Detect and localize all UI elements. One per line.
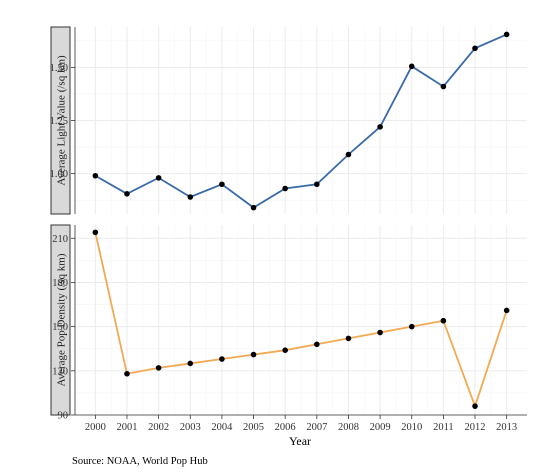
points-light-value (92, 31, 510, 211)
x-axis: 2000 2001 2002 2003 2004 2005 2006 2007 2008 2009… (75, 414, 527, 433)
panel-pop-density: Average Pop Density (/sq km) 90 120 150 180… (50, 224, 527, 422)
series-line-pop-density (94, 232, 508, 409)
x-tick-label: 2009 (370, 422, 391, 433)
data-point (314, 181, 320, 188)
x-tick-label: 2001 (116, 422, 137, 433)
data-point (377, 124, 383, 130)
y-tick-label: 210 (52, 234, 68, 245)
data-point (250, 204, 257, 211)
strip-light-value (50, 26, 71, 215)
y-axis-pop-density: 90 120 150 180 210 (52, 225, 76, 422)
data-point (503, 31, 510, 38)
x-tick-label: 2008 (338, 422, 359, 433)
data-point (219, 181, 225, 188)
data-point (92, 172, 99, 179)
data-point (440, 83, 447, 90)
data-point (314, 341, 320, 348)
x-tick-label: 2007 (306, 422, 327, 433)
y-axis-light-value: 1.00 1.25 1.50 (50, 27, 76, 214)
y-tick-label: 90 (58, 411, 69, 422)
y-tick-label: 150 (52, 322, 68, 333)
caption: Source: NOAA, World Pop Hub (72, 456, 208, 467)
data-point (345, 151, 352, 158)
data-point (92, 229, 99, 236)
data-point (472, 45, 478, 52)
series-line-light-value (94, 33, 508, 209)
x-tick-label: 2005 (243, 422, 264, 433)
data-point (124, 191, 130, 197)
y-tick-label: 1.50 (50, 63, 68, 74)
data-point (472, 403, 478, 409)
y-tick-label: 180 (52, 278, 68, 289)
points-pop-density (92, 229, 510, 409)
data-point (377, 329, 383, 336)
x-tick-label: 2002 (148, 422, 169, 433)
x-axis-title: Year (289, 434, 311, 448)
data-point (503, 307, 510, 314)
data-point (155, 365, 162, 371)
x-tick-label: 2012 (465, 422, 486, 433)
data-point (408, 323, 415, 330)
gridlines-light-value (75, 27, 527, 214)
data-point (408, 63, 415, 70)
data-point (124, 370, 130, 377)
x-tick-label: 2010 (401, 422, 422, 433)
data-point (282, 185, 288, 192)
data-point (250, 351, 257, 358)
x-tick-label: 2013 (496, 422, 517, 433)
panel-light-value: Average Light Value (/sq km) 1.00 1.25 1.5… (50, 26, 527, 215)
data-point (219, 356, 225, 362)
gridlines-pop-density (75, 225, 527, 416)
data-point (345, 335, 352, 342)
x-tick-label: 2011 (433, 422, 454, 433)
strip-pop-density (50, 224, 71, 416)
y-tick-label: 120 (52, 366, 68, 377)
data-point (440, 317, 447, 324)
data-point (155, 175, 162, 181)
x-tick-label: 2004 (211, 422, 233, 433)
x-tick-label: 2000 (85, 422, 106, 433)
data-point (282, 347, 288, 353)
x-tick-label: 2003 (180, 422, 201, 433)
x-tick-label: 2006 (275, 422, 296, 433)
y-tick-label: 1.25 (50, 116, 68, 127)
strip-label-light-value: Average Light Value (/sq km) (56, 55, 68, 186)
data-point (187, 360, 194, 367)
y-tick-label: 1.00 (50, 169, 68, 180)
strip-label-pop-density: Average Pop Density (/sq km) (56, 253, 68, 386)
data-point (187, 194, 194, 200)
